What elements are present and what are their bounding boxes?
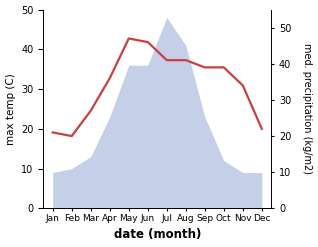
Y-axis label: max temp (C): max temp (C) xyxy=(5,73,16,145)
X-axis label: date (month): date (month) xyxy=(114,228,201,242)
Y-axis label: med. precipitation (kg/m2): med. precipitation (kg/m2) xyxy=(302,43,313,174)
